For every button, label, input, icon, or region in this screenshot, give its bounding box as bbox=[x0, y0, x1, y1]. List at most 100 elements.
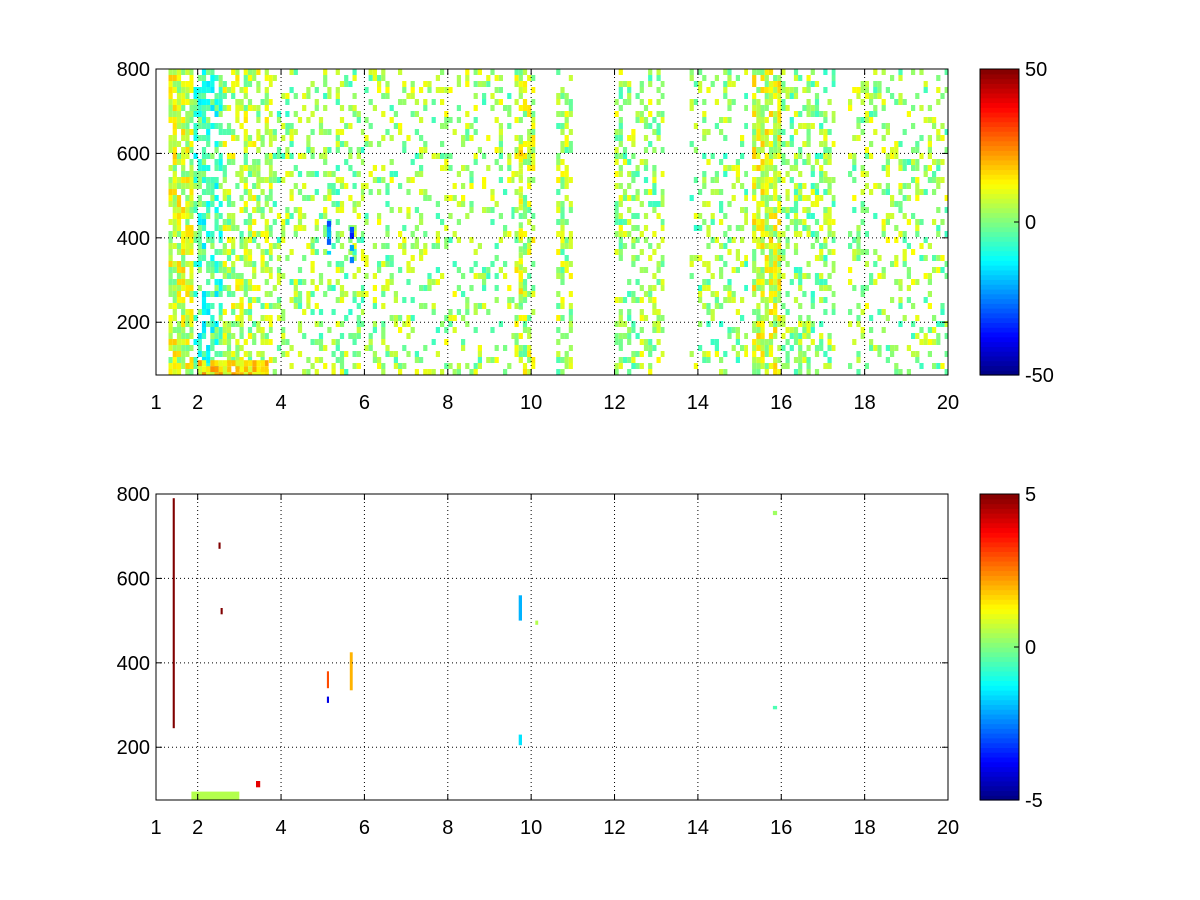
top-heatmap-cell bbox=[760, 321, 765, 327]
top-heatmap-cell bbox=[218, 285, 223, 291]
top-heatmap-cell bbox=[214, 123, 219, 129]
top-heatmap-cell bbox=[293, 297, 298, 303]
top-heatmap-cell bbox=[856, 123, 861, 129]
top-colorbar-segment bbox=[980, 317, 1019, 324]
top-heatmap-cell bbox=[181, 333, 186, 339]
top-heatmap-cell bbox=[243, 159, 248, 165]
top-heatmap-cell bbox=[764, 279, 769, 285]
top-heatmap-cell bbox=[923, 339, 928, 345]
top-heatmap-cell bbox=[243, 255, 248, 261]
top-heatmap-cell bbox=[764, 165, 769, 171]
top-heatmap-cell bbox=[276, 243, 282, 249]
top-heatmap-cell bbox=[731, 81, 736, 87]
top-heatmap-cell bbox=[197, 225, 202, 231]
top-heatmap-cell bbox=[814, 195, 820, 201]
top-heatmap-cell bbox=[168, 219, 173, 225]
top-heatmap-cell bbox=[339, 363, 345, 369]
top-heatmap-cell bbox=[201, 243, 207, 249]
top-heatmap-cell bbox=[185, 99, 190, 105]
top-heatmap-cell bbox=[348, 153, 353, 159]
top-heatmap-cell bbox=[456, 219, 461, 225]
top-heatmap-cell bbox=[768, 225, 774, 231]
top-heatmap-cell bbox=[206, 135, 211, 141]
top-heatmap-cell bbox=[756, 363, 761, 369]
top-heatmap-cell bbox=[176, 153, 182, 159]
top-heatmap-cell bbox=[768, 309, 774, 315]
top-heatmap-cell bbox=[802, 141, 807, 147]
top-heatmap-cell bbox=[260, 366, 265, 373]
top-heatmap-cell bbox=[181, 183, 186, 189]
top-heatmap-cell bbox=[206, 189, 211, 195]
top-heatmap-cell bbox=[744, 333, 748, 339]
top-heatmap-cell bbox=[189, 111, 194, 117]
top-heatmap-cell bbox=[239, 165, 244, 171]
top-heatmap-cell bbox=[168, 249, 173, 255]
bottom-colorbar-segment bbox=[980, 551, 1019, 557]
top-colorbar-segment bbox=[980, 279, 1019, 285]
top-heatmap-cell bbox=[419, 135, 424, 141]
top-heatmap-cell bbox=[185, 141, 190, 147]
top-heatmap-cell bbox=[648, 201, 653, 207]
top-heatmap-cell bbox=[243, 261, 248, 267]
top-heatmap-cell bbox=[932, 363, 937, 369]
top-heatmap-cell bbox=[444, 159, 449, 165]
top-heatmap-cell bbox=[168, 321, 173, 327]
top-heatmap-cell bbox=[902, 255, 907, 261]
top-heatmap-cell bbox=[185, 129, 190, 135]
top-heatmap-cell bbox=[793, 231, 799, 237]
top-heatmap-cell bbox=[911, 123, 916, 129]
top-heatmap-cell bbox=[210, 243, 215, 249]
top-heatmap-cell bbox=[622, 357, 628, 363]
top-heatmap-cell bbox=[915, 357, 920, 363]
top-heatmap-cell bbox=[531, 147, 536, 153]
top-heatmap-cell bbox=[798, 195, 803, 201]
top-heatmap-cell bbox=[448, 213, 453, 219]
top-heatmap-cell bbox=[243, 69, 248, 75]
top-heatmap-cell bbox=[764, 129, 769, 135]
top-heatmap-cell bbox=[556, 69, 561, 75]
top-heatmap-cell bbox=[172, 327, 177, 333]
top-heatmap-cell bbox=[814, 345, 820, 351]
top-heatmap-cell bbox=[206, 303, 211, 309]
top-heatmap-cell bbox=[932, 117, 937, 123]
top-heatmap-cell bbox=[189, 291, 194, 297]
top-heatmap-cell bbox=[239, 327, 244, 333]
top-heatmap-cell bbox=[614, 159, 619, 165]
top-heatmap-cell bbox=[272, 201, 277, 207]
top-heatmap-cell bbox=[564, 363, 569, 369]
top-heatmap-cell bbox=[719, 189, 724, 195]
bottom-x-tick-label: 20 bbox=[937, 817, 959, 839]
top-heatmap-cell bbox=[339, 231, 345, 237]
top-heatmap-cell bbox=[327, 261, 332, 267]
top-heatmap-cell bbox=[560, 93, 565, 99]
top-heatmap-cell bbox=[293, 69, 298, 75]
top-heatmap-cell bbox=[643, 339, 649, 345]
top-colorbar-segment bbox=[980, 288, 1019, 295]
top-heatmap-cell bbox=[189, 207, 194, 213]
top-heatmap-cell bbox=[731, 183, 736, 189]
top-heatmap-cell bbox=[314, 249, 319, 255]
top-heatmap-cell bbox=[310, 243, 315, 249]
top-heatmap-cell bbox=[869, 141, 874, 147]
top-heatmap-cell bbox=[197, 99, 202, 105]
top-heatmap-cell bbox=[618, 237, 623, 243]
top-heatmap-cell bbox=[618, 219, 623, 225]
top-heatmap-cell bbox=[247, 315, 253, 321]
top-heatmap-cell bbox=[777, 315, 782, 321]
top-heatmap-cell bbox=[652, 273, 657, 279]
top-heatmap-cell bbox=[781, 69, 786, 75]
top-heatmap-cell bbox=[218, 249, 223, 255]
top-heatmap-cell bbox=[176, 219, 182, 225]
bottom-x-ticks: 1 2 4 6 8 10 12 14 16 18 20 bbox=[150, 494, 959, 839]
top-heatmap-cell bbox=[465, 75, 470, 81]
top-heatmap-cell bbox=[806, 273, 811, 279]
top-heatmap-cell bbox=[768, 177, 774, 183]
top-heatmap-cell bbox=[831, 141, 836, 147]
top-heatmap-cell bbox=[940, 309, 945, 315]
top-heatmap-cell bbox=[185, 153, 190, 159]
top-heatmap-cell bbox=[727, 201, 732, 207]
top-heatmap-cell bbox=[752, 165, 757, 171]
top-heatmap-cell bbox=[461, 141, 466, 147]
top-heatmap-cell bbox=[482, 279, 487, 285]
top-heatmap-cell bbox=[936, 267, 941, 273]
